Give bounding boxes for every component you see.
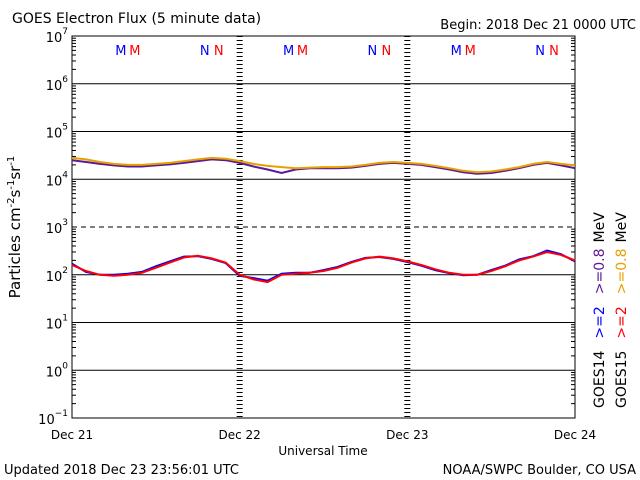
- y-axis-label: Particles cm-2s-1sr-1: [6, 156, 24, 299]
- marker-label: M: [297, 44, 308, 59]
- y-label-part: Particles cm: [6, 207, 24, 298]
- y-tick-base: 10: [46, 270, 63, 285]
- chart-subtitle: Begin: 2018 Dec 21 0000 UTC: [440, 18, 636, 33]
- legend-unit: MeV: [614, 212, 630, 243]
- footer-right: NOAA/SWPC Boulder, CO USA: [443, 463, 636, 478]
- y-tick-base: 10: [46, 127, 63, 142]
- y-label-part: -2: [6, 197, 17, 207]
- legend-entry: >=2: [614, 306, 630, 338]
- y-tick-base: 10: [46, 174, 63, 189]
- y-tick-label: 100: [46, 361, 69, 380]
- y-tick-base: 10: [46, 79, 63, 94]
- x-tick-label: Dec 21: [51, 428, 93, 442]
- y-tick-exponent: 4: [62, 170, 68, 180]
- legend-unit: MeV: [592, 212, 608, 243]
- x-tick-label: Dec 24: [554, 428, 596, 442]
- marker-label: M: [465, 44, 476, 59]
- y-tick-exponent: −1: [55, 409, 68, 419]
- y-tick-label: 105: [46, 123, 68, 142]
- legend-group: GOES14: [592, 350, 608, 408]
- y-tick-label: 104: [46, 170, 69, 189]
- marker-label: N: [214, 44, 224, 59]
- series-line: [71, 158, 576, 175]
- marker-label: N: [382, 44, 392, 59]
- plot-frame: [71, 35, 576, 419]
- marker-label: N: [535, 44, 545, 59]
- footer-left: Updated 2018 Dec 23 23:56:01 UTC: [4, 463, 239, 478]
- y-tick-exponent: 2: [62, 266, 68, 276]
- y-label-part: -1: [6, 156, 17, 166]
- marker-label: M: [115, 44, 126, 59]
- x-tick-label: Dec 22: [219, 428, 261, 442]
- y-tick-exponent: 6: [62, 75, 68, 85]
- y-label-part: -1: [6, 180, 17, 190]
- marker-label: N: [549, 44, 559, 59]
- y-tick-label: 102: [46, 266, 68, 285]
- y-tick-base: 10: [46, 222, 63, 237]
- y-tick-base: 10: [46, 318, 63, 333]
- y-tick-base: 10: [38, 413, 55, 428]
- y-tick-label: 101: [46, 314, 68, 333]
- legend-group: GOES15: [614, 351, 630, 408]
- legend-entry: >=2: [592, 306, 608, 338]
- y-tick-base: 10: [46, 31, 63, 46]
- y-label-part: sr: [6, 165, 24, 180]
- x-tick-label: Dec 23: [386, 428, 428, 442]
- legend-column: GOES15 >=2 >=0.8 MeV: [614, 212, 630, 408]
- y-tick-exponent: 3: [62, 218, 68, 228]
- y-tick-base: 10: [46, 365, 63, 380]
- y-tick-label: 103: [46, 218, 68, 237]
- series-line: [71, 156, 576, 174]
- marker-label: M: [451, 44, 462, 59]
- series-line: [71, 250, 576, 284]
- y-tick-label: 106: [46, 75, 69, 94]
- legend-entry: >=0.8: [614, 248, 630, 294]
- y-tick-exponent: 5: [62, 123, 68, 133]
- y-tick-exponent: 7: [62, 27, 68, 37]
- legend-entry: >=0.8: [592, 248, 608, 294]
- y-tick-label: 10−1: [38, 409, 68, 428]
- y-tick-exponent: 0: [62, 361, 68, 371]
- legend-column: GOES14 >=2 >=0.8 MeV: [592, 212, 608, 408]
- y-tick-exponent: 1: [62, 314, 68, 324]
- x-axis-label: Universal Time: [278, 444, 367, 458]
- y-label-part: s: [6, 189, 24, 197]
- y-tick-label: 107: [46, 27, 68, 46]
- marker-label: M: [283, 44, 294, 59]
- marker-label: N: [368, 44, 378, 59]
- chart-title: GOES Electron Flux (5 minute data): [12, 11, 261, 27]
- marker-label: N: [200, 44, 210, 59]
- marker-label: M: [129, 44, 140, 59]
